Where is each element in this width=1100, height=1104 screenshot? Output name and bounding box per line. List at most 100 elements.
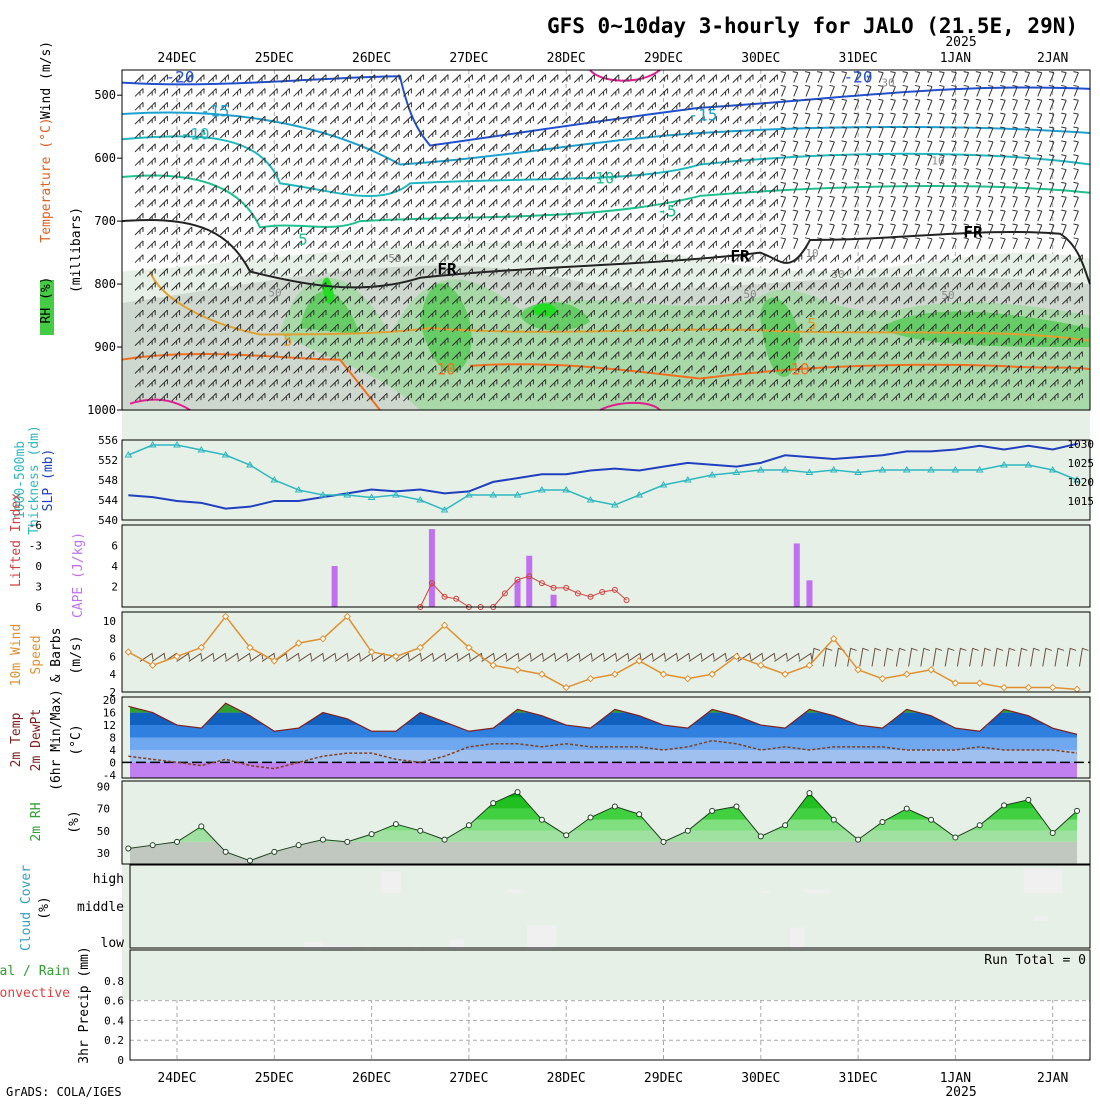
wind-barb [232, 212, 242, 222]
wind-barb [647, 212, 656, 222]
wind-barb [134, 323, 144, 333]
wind-barb [756, 115, 766, 125]
wind-barb [293, 323, 303, 333]
wind-barb [347, 652, 361, 662]
wind-barb [720, 268, 730, 277]
wind-barb [317, 295, 327, 305]
wind-barb [976, 365, 986, 374]
wind-barb [366, 392, 376, 402]
wind-barb [914, 209, 921, 222]
wind-barb [671, 323, 681, 333]
wind-barb [708, 129, 717, 139]
rh-point [368, 831, 375, 838]
wind-barb [256, 295, 266, 305]
thickness-point [1073, 476, 1081, 483]
wind-barb [829, 98, 835, 111]
wind-barb [841, 98, 848, 111]
wind-barb [500, 365, 510, 374]
wind-barb [817, 268, 827, 277]
wind-barb [573, 392, 583, 402]
wind-barb [268, 74, 278, 83]
bottom-date-label: 30DEC [741, 1071, 780, 1086]
wind-barb [439, 171, 449, 180]
wind-barb [841, 126, 848, 139]
wind-barb [183, 185, 193, 194]
wind-barb [561, 268, 571, 277]
wind-barb [1073, 84, 1079, 97]
wind-barb [1000, 282, 1010, 291]
wind-barb [244, 378, 254, 388]
wind-barb [878, 168, 884, 180]
top-date-label: 2JAN [1037, 51, 1068, 66]
wind-barb [744, 392, 754, 402]
wind-barb [695, 240, 705, 250]
wind-barb [817, 378, 827, 388]
wind-barb [1061, 154, 1067, 166]
wind-barb [207, 129, 217, 139]
wind-barb [976, 351, 986, 360]
wind-barb [914, 140, 921, 153]
wind-barb [878, 392, 888, 402]
wind-barb [720, 337, 730, 347]
rh-point [125, 845, 132, 852]
wind-barb [951, 126, 957, 139]
wind-barb [769, 143, 778, 153]
wind-barb [926, 223, 933, 236]
wind-barb [281, 295, 290, 305]
wind-barb [549, 185, 559, 194]
wind-barb [659, 268, 669, 277]
wind-barb [781, 392, 791, 402]
wind-barb [920, 647, 930, 667]
wind-barb [988, 337, 998, 347]
wind-barb [488, 171, 498, 180]
wind-barb [220, 309, 229, 319]
wind-barb [305, 101, 315, 111]
wind-barb [549, 212, 559, 222]
wind-barb [622, 101, 632, 111]
wind-barb [804, 195, 811, 208]
wind-barb [439, 240, 449, 250]
rh-point [392, 821, 399, 828]
wind-barb [342, 226, 351, 236]
wind-barb [817, 365, 827, 374]
wind-speed-point [465, 643, 473, 652]
wind-barb [281, 268, 290, 277]
wind-speed-point [197, 643, 206, 652]
wind-barb [549, 226, 559, 236]
wind-barb [1024, 237, 1031, 250]
wind-barb [488, 185, 498, 194]
wind-barb [622, 392, 632, 402]
wind-barb [354, 226, 364, 236]
wind-barb [554, 652, 569, 662]
temp-tick: 8 [109, 732, 116, 745]
wind-barb [952, 378, 961, 388]
wind-barb [598, 157, 608, 167]
wind-barb [683, 392, 693, 402]
wind-barb [1061, 209, 1067, 222]
wind-barb [830, 337, 839, 347]
wind-axis-label: 10m Wind [9, 624, 24, 687]
bottom-date-label: 24DEC [157, 1071, 196, 1086]
wind-barb [439, 226, 449, 236]
wind-barb [647, 74, 656, 83]
wind-barb [659, 129, 669, 139]
wind-barb [634, 365, 644, 374]
wind-barb [573, 171, 583, 180]
wind-barb [890, 154, 896, 166]
wind-barb [988, 282, 998, 291]
wind-barb [488, 74, 498, 83]
wind-barb [708, 282, 717, 291]
wind-barb [853, 112, 860, 125]
temp-band [130, 749, 1078, 763]
wind-barb [598, 88, 608, 97]
wind-barb [878, 223, 884, 236]
thickness-point [586, 496, 595, 503]
wind-barb [817, 309, 827, 319]
wind-barb [878, 295, 888, 305]
wind-barb [390, 171, 400, 180]
thickness-point [781, 466, 790, 473]
wind-barb [378, 282, 388, 291]
wind-barb [573, 226, 583, 236]
wind-barb [537, 115, 547, 125]
